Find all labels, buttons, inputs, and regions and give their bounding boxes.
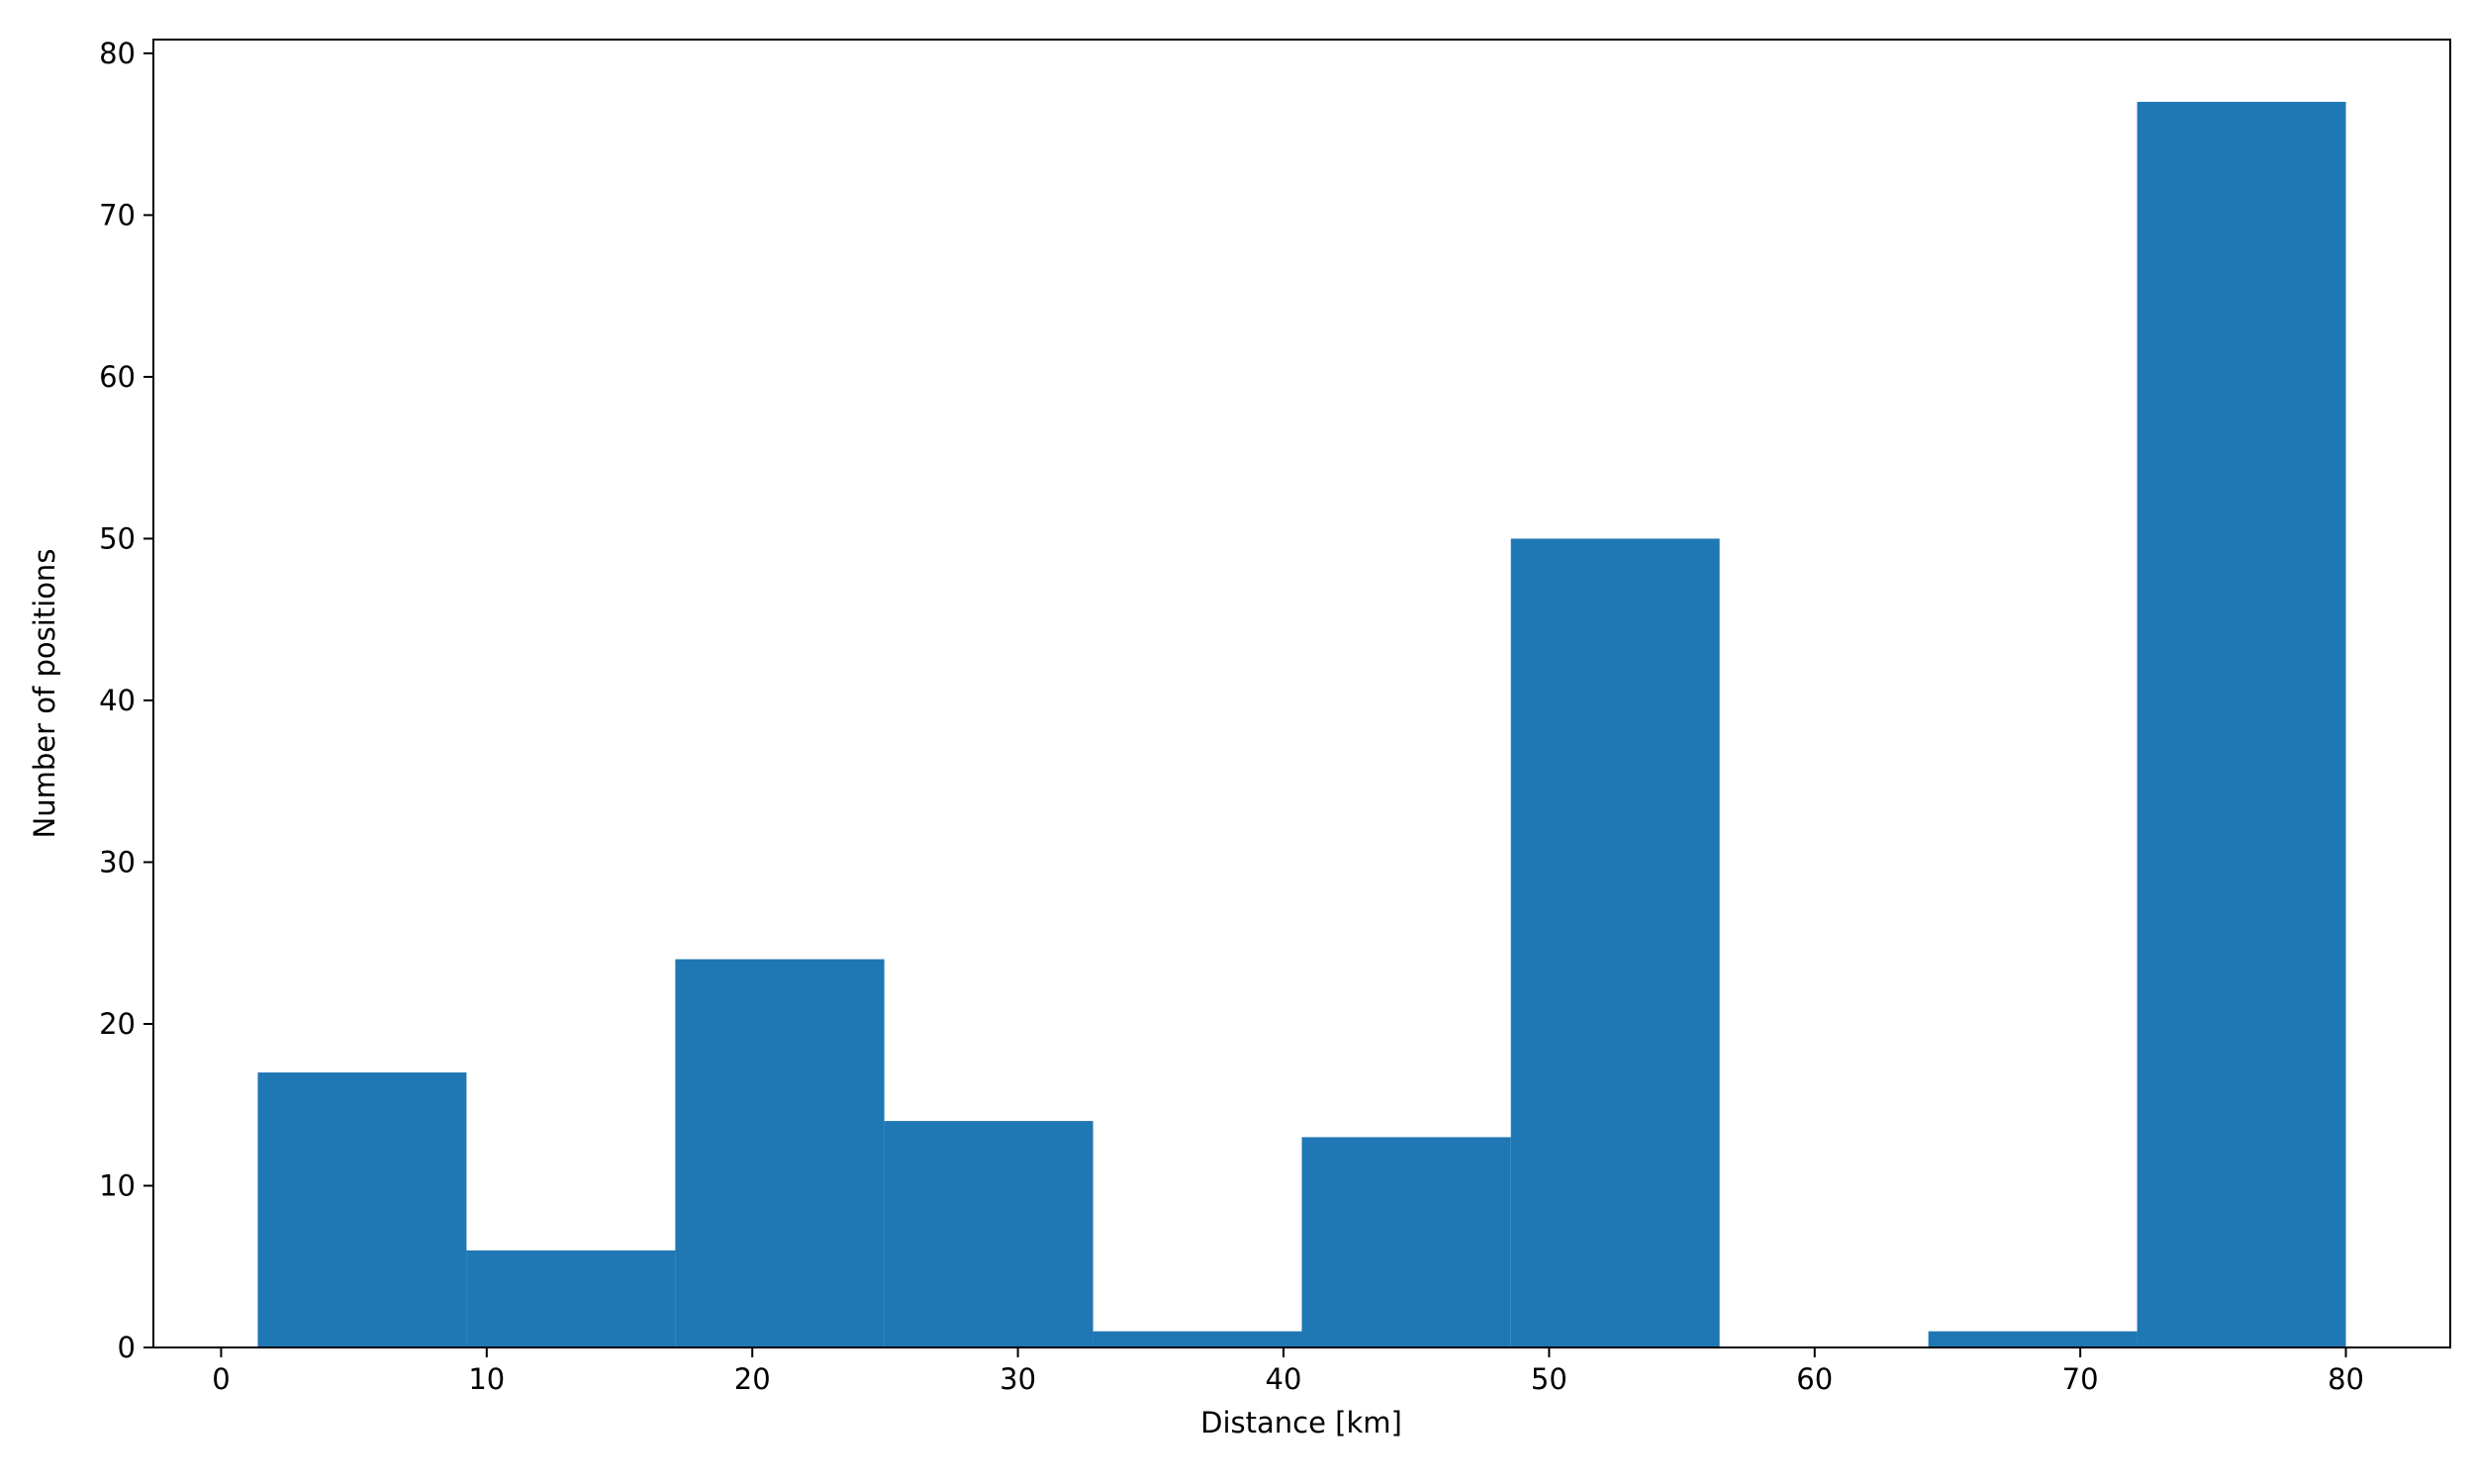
- bar: [1928, 1331, 2138, 1347]
- x-tick-label: 0: [212, 1362, 230, 1396]
- bar: [257, 1072, 467, 1347]
- y-tick-label: 30: [99, 845, 136, 879]
- x-tick-label: 30: [999, 1362, 1036, 1396]
- bar: [1093, 1331, 1302, 1347]
- plot-frame: [152, 39, 2451, 1348]
- bar: [1301, 1137, 1511, 1347]
- bar: [1510, 538, 1720, 1347]
- bar: [884, 1121, 1094, 1347]
- y-tick-label: 50: [99, 521, 136, 555]
- y-tick-label: 80: [99, 37, 136, 70]
- x-tick-label: 50: [1531, 1362, 1568, 1396]
- x-tick-label: 60: [1796, 1362, 1833, 1396]
- x-tick-label: 20: [734, 1362, 771, 1396]
- x-tick-label: 40: [1266, 1362, 1302, 1396]
- bar: [675, 959, 885, 1347]
- x-tick-label: 70: [2062, 1362, 2099, 1396]
- x-tick-label: 80: [2328, 1362, 2364, 1396]
- y-tick-label: 0: [118, 1331, 136, 1364]
- y-tick-label: 70: [99, 198, 136, 232]
- y-tick-label: 60: [99, 360, 136, 394]
- y-tick-label: 20: [99, 1007, 136, 1041]
- bar: [2137, 101, 2346, 1347]
- x-axis-label: Distance [km]: [1200, 1406, 1402, 1439]
- y-tick-label: 40: [99, 684, 136, 717]
- y-tick-label: 10: [99, 1168, 136, 1202]
- bar: [466, 1250, 676, 1347]
- y-axis-label: Number of positions: [28, 549, 61, 839]
- x-tick-label: 10: [468, 1362, 505, 1396]
